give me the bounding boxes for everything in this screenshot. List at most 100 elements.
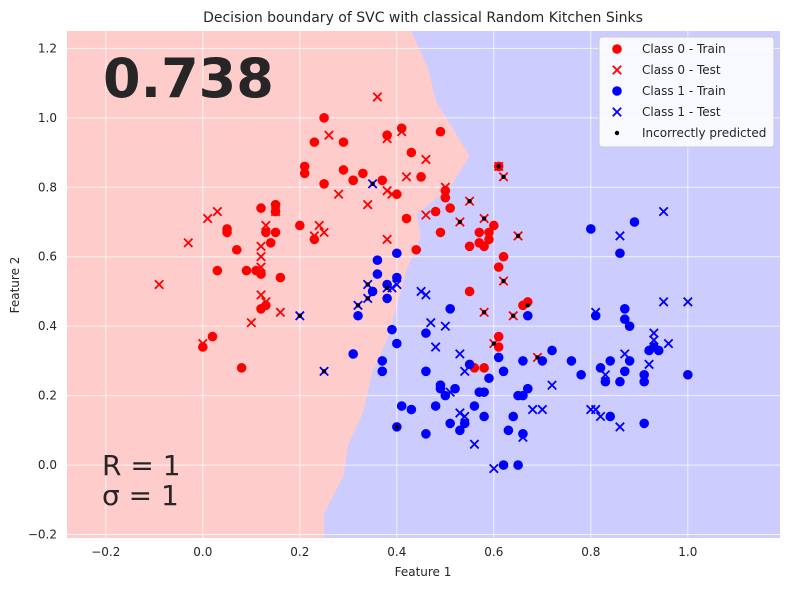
- class-1-test-point: [663, 338, 674, 349]
- class-1-train-point: [629, 217, 640, 227]
- class-0-train-point: [231, 244, 242, 255]
- class-1-test-point: [445, 387, 456, 397]
- class-0-test-point: [396, 126, 407, 137]
- class-1-train-point: [619, 366, 630, 377]
- series-class-1-train: [348, 217, 693, 470]
- y-tick-label: −0.2: [28, 528, 57, 542]
- class-1-train-point: [503, 425, 514, 436]
- incorrectly-predicted-point: [525, 303, 530, 308]
- class-1-train-point: [513, 460, 523, 470]
- class-0-test-point: [197, 338, 208, 349]
- class-0-train-point: [392, 189, 402, 200]
- x-tick-label: 0.8: [581, 545, 600, 559]
- class-1-train-point: [353, 310, 363, 321]
- legend-label: Class 0 - Test: [642, 63, 721, 77]
- class-1-train-point: [547, 345, 557, 356]
- class-1-train-point: [493, 352, 504, 363]
- class-0-train-point: [348, 175, 358, 186]
- class-0-train-point: [479, 241, 489, 252]
- class-1-test-point: [615, 422, 625, 432]
- class-1-test-point: [387, 283, 397, 293]
- class-0-train-point: [265, 238, 276, 248]
- class-1-test-point: [421, 290, 431, 300]
- incorrectly-predicted-point: [481, 310, 487, 315]
- legend-marker: [612, 65, 622, 75]
- class-0-train-point: [212, 265, 223, 276]
- incorrectly-predicted-point: [535, 355, 540, 360]
- class-0-train-point: [464, 286, 475, 297]
- legend-marker: [612, 44, 622, 54]
- class-0-train-point: [493, 342, 504, 352]
- class-1-train-point: [372, 269, 383, 279]
- class-1-train-point: [498, 460, 509, 470]
- y-tick-label: 0.8: [38, 180, 57, 194]
- class-1-train-point: [421, 328, 431, 338]
- class-0-train-point: [382, 130, 392, 140]
- class-0-test-point: [421, 154, 431, 165]
- class-1-train-point: [619, 304, 630, 314]
- class-1-test-point: [644, 359, 654, 370]
- class-1-test-point: [518, 432, 528, 443]
- series-class-0-train: [198, 113, 533, 373]
- class-0-test-point: [246, 317, 257, 328]
- class-1-train-point: [576, 369, 586, 380]
- class-1-test-point: [469, 439, 480, 450]
- score-label: 0.738: [103, 47, 274, 110]
- legend-label: Incorrectly predicted: [642, 126, 766, 140]
- class-1-train-point: [508, 411, 519, 422]
- y-tick-label: 0.6: [38, 250, 57, 264]
- class-1-train-point: [566, 356, 577, 366]
- class-0-train-point: [295, 220, 305, 231]
- class-1-train-point: [683, 369, 693, 380]
- class-1-train-point: [377, 356, 388, 366]
- class-0-train-point: [416, 172, 426, 182]
- class-0-test-point: [270, 206, 281, 217]
- class-1-test-point: [658, 206, 669, 217]
- legend-label: Class 1 - Train: [642, 84, 726, 98]
- class-1-test-point: [488, 463, 499, 474]
- class-1-train-point: [615, 248, 625, 259]
- class-1-test-point: [649, 328, 659, 338]
- incorrectly-predicted-point: [384, 285, 390, 291]
- class-1-train-point: [586, 224, 596, 234]
- class-1-train-point: [392, 338, 402, 349]
- class-1-test-point: [527, 404, 538, 415]
- legend-marker: [612, 107, 622, 117]
- class-1-test-point: [649, 335, 659, 345]
- class-1-train-point: [619, 314, 630, 325]
- class-0-train-point: [493, 262, 504, 272]
- class-0-train-point: [377, 175, 388, 186]
- class-0-train-point: [430, 206, 441, 217]
- class-0-train-point: [319, 113, 329, 123]
- class-1-train-point: [348, 349, 358, 359]
- class-1-test-point: [537, 404, 548, 415]
- incorrectly-predicted-point: [297, 313, 303, 318]
- legend: Class 0 - Train Class 0 - Test Class 1 - T…: [598, 36, 775, 148]
- class-1-train-point: [392, 272, 402, 283]
- class-1-train-point: [459, 418, 470, 429]
- class-0-train-point: [479, 363, 489, 373]
- y-tick-label: 1.0: [38, 111, 57, 125]
- data-points: [154, 92, 693, 474]
- class-0-test-point: [421, 210, 431, 220]
- class-1-test-point: [430, 342, 441, 352]
- class-0-test-point: [154, 279, 164, 290]
- y-tick-label: 0.0: [38, 458, 57, 472]
- class-0-train-point: [440, 192, 451, 203]
- y-tick-label: 1.2: [38, 41, 57, 55]
- class-1-train-point: [484, 373, 494, 384]
- class-1-test-point: [547, 380, 557, 391]
- class-1-train-point: [377, 366, 388, 377]
- region-class-0: [67, 31, 470, 538]
- class-0-test-point: [333, 189, 344, 200]
- class-1-train-point: [450, 383, 460, 394]
- class-1-train-point: [479, 387, 489, 397]
- class-1-train-point: [653, 345, 664, 356]
- incorrectly-predicted-point: [501, 278, 506, 284]
- class-0-train-point: [256, 203, 266, 213]
- class-0-train-point: [299, 161, 310, 172]
- class-0-train-point: [522, 297, 533, 307]
- class-1-test-point: [615, 231, 625, 241]
- class-0-train-point: [270, 227, 281, 238]
